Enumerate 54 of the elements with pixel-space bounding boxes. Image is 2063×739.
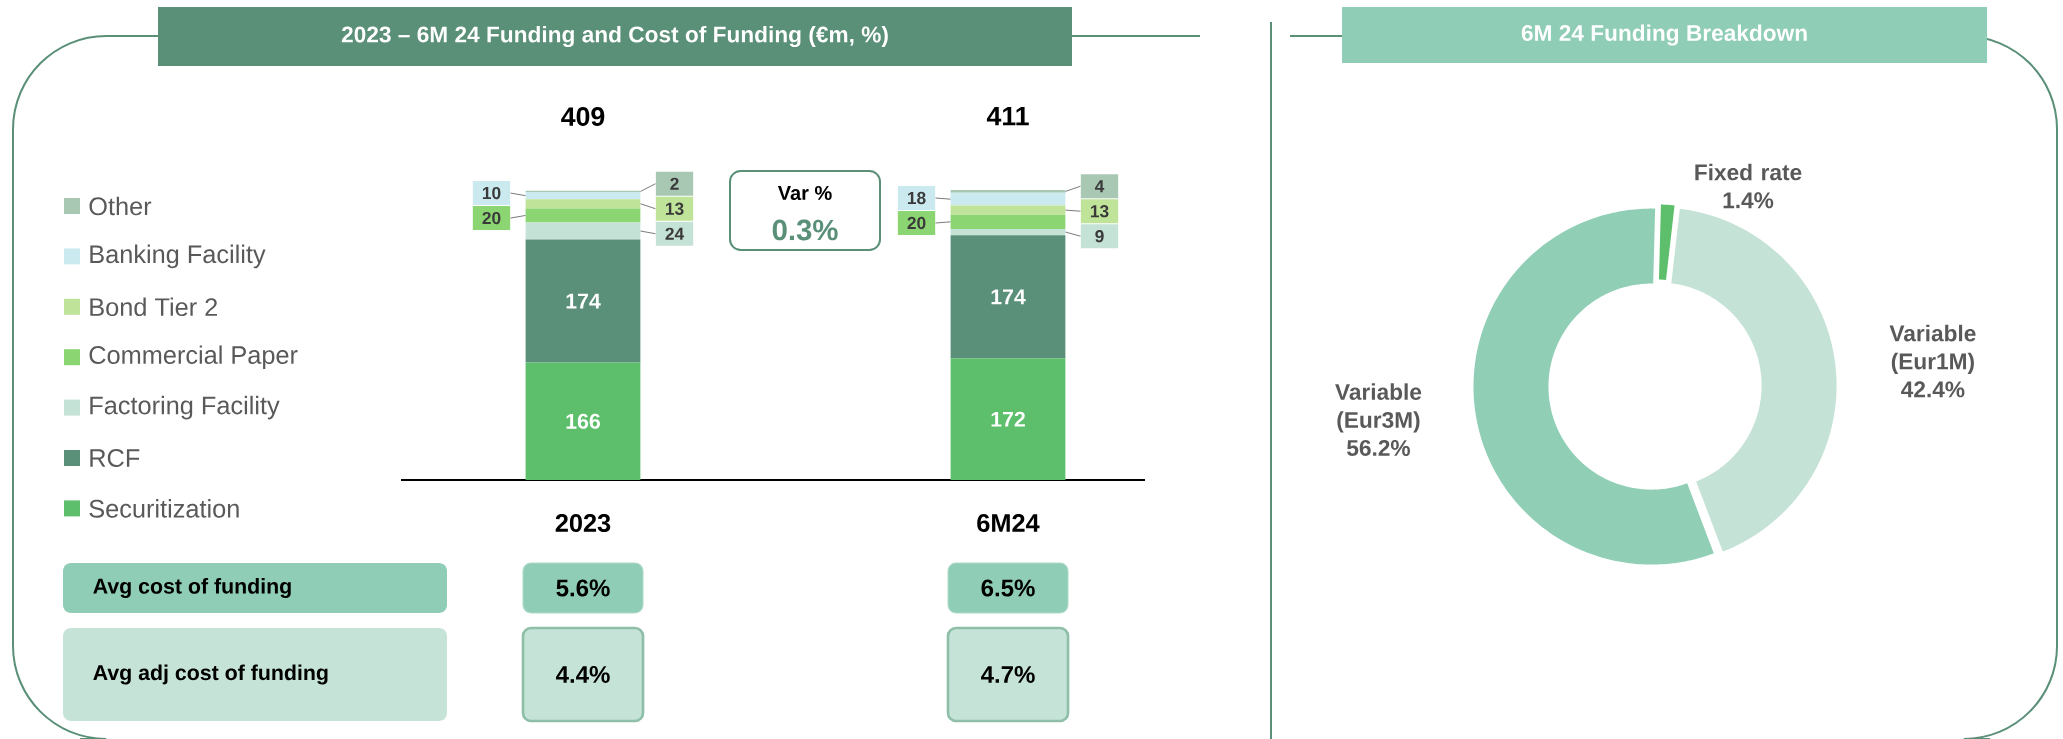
text: 5.6% [556,579,610,597]
total-label: 411 [986,106,1029,126]
x-tick-label: 6M24 [977,514,1040,532]
annotation: Var % [777,185,832,201]
legend-label: Factoring Facility [90,395,280,420]
text: 4.7% [981,666,1035,683]
bar [525,208,641,223]
bar [950,192,1066,206]
legend-label: Banking Facility [90,244,266,269]
data-label: 20 [907,216,926,230]
legend-label: Commercial Paper [89,345,298,369]
bar [525,199,641,209]
data-label: 1.4% [1723,192,1774,209]
chart-title: 2023 – 6M 24 Funding and Cost of Funding (€m, %) [341,25,888,48]
text: 6.5% [981,579,1035,597]
data-label: 10 [482,186,501,200]
text: Avg cost of funding [93,578,291,598]
legend-label: Bond Tier 2 [90,297,217,317]
text: Avg adj cost of funding [93,664,328,685]
data-label: 174 [566,293,601,309]
text: 4.4% [556,666,610,683]
bar [950,358,1066,480]
bar [525,239,641,363]
bar [950,235,1066,359]
slice-label: Variable (Eur3M) [1335,383,1422,433]
total-label: 409 [561,107,605,126]
bar [525,192,641,200]
data-label: 24 [665,227,685,240]
bar [525,222,641,240]
data-label: 4 [1094,180,1105,193]
data-label: 13 [1090,205,1109,218]
slice-label: Fixed rate [1695,163,1802,181]
legend-label: Other [89,196,152,216]
legend-label: RCF [90,449,140,467]
slice-label: Variable (Eur1M) [1889,324,1976,374]
bar [950,214,1066,229]
legend-label: Securitization [89,499,239,518]
bar [525,362,641,480]
data-label: 20 [482,211,501,225]
data-label: 9 [1095,230,1104,243]
data-label: 172 [991,411,1025,427]
data-label: 174 [991,289,1026,305]
bar [950,205,1066,215]
data-label: 18 [907,191,926,205]
bar [950,190,1066,193]
x-tick-label: 2023 [555,514,611,533]
data-label: 166 [566,413,601,429]
annotation: 0.3% [772,219,838,241]
data-label: 42.4% [1901,381,1965,398]
data-label: 56.2% [1347,439,1410,456]
bar [950,228,1066,236]
data-label: 13 [665,202,684,215]
chart-title: 6M 24 Funding Breakdown [1521,24,1807,46]
data-label: 2 [670,177,679,190]
